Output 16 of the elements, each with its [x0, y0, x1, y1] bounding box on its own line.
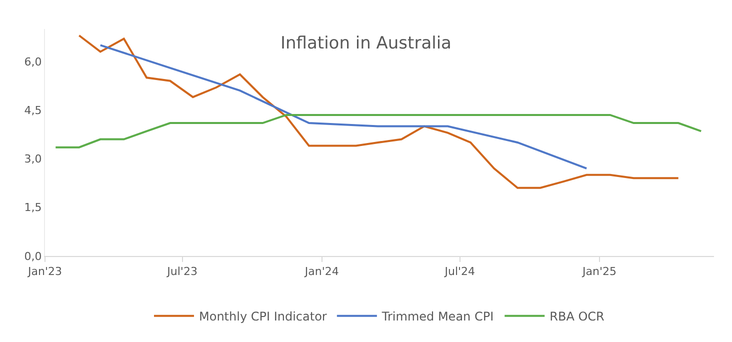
- legend-label: RBA OCR: [550, 310, 604, 324]
- x-tick-label: Jul'23: [166, 265, 198, 278]
- y-tick-label: 0,0: [24, 250, 42, 263]
- x-tick-label: Jan'25: [581, 265, 616, 278]
- line-series: [78, 34, 680, 189]
- x-tick-label: Jan'23: [27, 265, 62, 278]
- legend-label: Monthly CPI Indicator: [199, 310, 327, 324]
- chart-title: Inflation in Australia: [280, 34, 452, 54]
- line-series: [54, 114, 702, 148]
- legend-label: Trimmed Mean CPI: [380, 310, 494, 324]
- x-tick-label: Jan'24: [304, 265, 339, 278]
- y-tick-label: 1,5: [24, 201, 42, 214]
- y-tick-label: 6,0: [24, 55, 42, 68]
- x-tick-label: Jul'24: [444, 265, 476, 278]
- y-tick-label: 3,0: [24, 152, 42, 166]
- y-tick-label: 4,5: [24, 104, 42, 117]
